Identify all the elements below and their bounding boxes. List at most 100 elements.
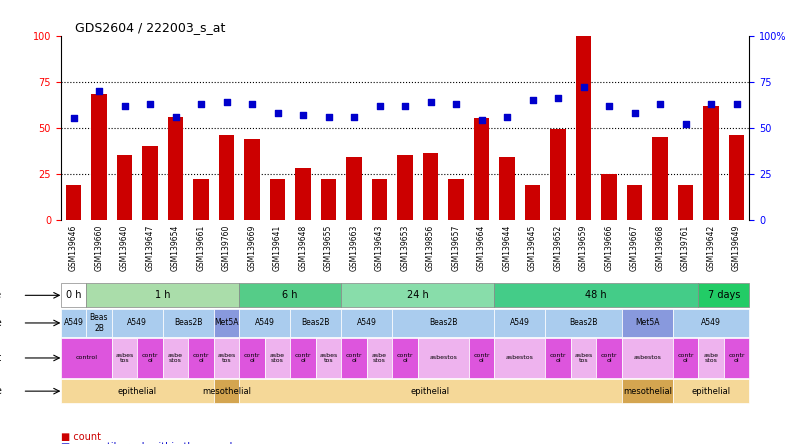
Text: contr
ol: contr ol	[728, 353, 744, 363]
Text: contr
ol: contr ol	[397, 353, 413, 363]
Bar	[270, 179, 285, 220]
Point	[679, 120, 692, 127]
Text: contr
ol: contr ol	[601, 353, 617, 363]
Point	[628, 109, 641, 116]
Bar	[86, 283, 239, 307]
Text: contr
ol: contr ol	[550, 353, 566, 363]
Text: cell line: cell line	[0, 318, 2, 328]
Point	[296, 111, 309, 118]
Text: 1 h: 1 h	[155, 290, 170, 300]
Text: ■ percentile rank within the sample: ■ percentile rank within the sample	[61, 442, 238, 444]
Text: contr
ol: contr ol	[142, 353, 158, 363]
Text: asbes
tos: asbes tos	[574, 353, 593, 363]
Point	[603, 102, 616, 109]
Text: GSM139642: GSM139642	[706, 225, 715, 271]
Bar	[525, 185, 540, 220]
Text: GSM139663: GSM139663	[349, 225, 359, 271]
Bar	[423, 154, 438, 220]
Bar	[321, 179, 336, 220]
Text: Beas2B: Beas2B	[301, 318, 330, 328]
Bar	[596, 338, 622, 378]
Point	[373, 102, 386, 109]
Bar	[163, 338, 188, 378]
Bar	[239, 338, 265, 378]
Text: 6 h: 6 h	[283, 290, 298, 300]
Bar	[117, 155, 132, 220]
Bar	[698, 283, 749, 307]
Point	[322, 113, 335, 120]
Text: asbes
tos: asbes tos	[217, 353, 236, 363]
Bar	[627, 185, 642, 220]
Text: Beas
2B: Beas 2B	[90, 313, 109, 333]
Text: GSM139856: GSM139856	[426, 225, 435, 271]
Bar	[576, 36, 591, 220]
Point	[271, 109, 284, 116]
Point	[245, 100, 258, 107]
Text: mesothelial: mesothelial	[623, 387, 671, 396]
Text: GSM139667: GSM139667	[630, 225, 639, 271]
Text: A549: A549	[255, 318, 275, 328]
Point	[577, 83, 590, 91]
Bar	[290, 309, 341, 337]
Bar	[729, 135, 744, 220]
Text: contr
ol: contr ol	[193, 353, 209, 363]
Bar	[265, 338, 290, 378]
Text: epithelial: epithelial	[117, 387, 157, 396]
Bar	[724, 338, 749, 378]
Text: GSM139646: GSM139646	[69, 225, 78, 271]
Bar	[341, 338, 367, 378]
Bar	[214, 309, 239, 337]
Text: A549: A549	[509, 318, 530, 328]
Bar	[112, 338, 137, 378]
Text: GSM139648: GSM139648	[299, 225, 308, 271]
Text: contr
ol: contr ol	[295, 353, 311, 363]
Bar	[188, 338, 214, 378]
Text: GSM139661: GSM139661	[197, 225, 206, 271]
Point	[118, 102, 131, 109]
Bar	[392, 338, 418, 378]
Text: asbestos: asbestos	[505, 356, 534, 361]
Text: GSM139641: GSM139641	[273, 225, 282, 271]
Point	[705, 100, 718, 107]
Text: GSM139653: GSM139653	[400, 225, 410, 271]
Text: cell type: cell type	[0, 386, 2, 396]
Text: Met5A: Met5A	[635, 318, 659, 328]
Bar	[550, 130, 565, 220]
Bar	[168, 117, 183, 220]
Point	[654, 100, 667, 107]
Bar	[61, 283, 86, 307]
Text: GSM139647: GSM139647	[146, 225, 155, 271]
Point	[67, 115, 80, 122]
Bar	[372, 179, 387, 220]
Text: asbe
stos: asbe stos	[704, 353, 718, 363]
Text: mesothelial: mesothelial	[202, 387, 251, 396]
Bar	[367, 338, 392, 378]
Bar	[112, 309, 163, 337]
Text: ■ count: ■ count	[61, 432, 100, 442]
Bar	[494, 283, 698, 307]
Text: GSM139644: GSM139644	[502, 225, 511, 271]
Text: asbestos: asbestos	[429, 356, 457, 361]
Text: 48 h: 48 h	[586, 290, 607, 300]
Bar	[449, 179, 463, 220]
Text: GSM139657: GSM139657	[451, 225, 461, 271]
Bar	[341, 309, 392, 337]
Bar	[601, 174, 616, 220]
Bar	[499, 157, 514, 220]
Text: time: time	[0, 290, 2, 300]
Text: asbe
stos: asbe stos	[168, 353, 183, 363]
Text: Beas2B: Beas2B	[429, 318, 458, 328]
Text: asbes
tos: asbes tos	[319, 353, 338, 363]
Point	[347, 113, 360, 120]
Point	[169, 113, 182, 120]
Text: Met5A: Met5A	[215, 318, 239, 328]
Point	[194, 100, 207, 107]
Text: asbe
stos: asbe stos	[270, 353, 285, 363]
Bar	[239, 379, 622, 403]
Bar	[163, 309, 214, 337]
Point	[552, 95, 565, 102]
Text: GSM139760: GSM139760	[222, 225, 231, 271]
Text: epithelial: epithelial	[692, 387, 731, 396]
Bar	[545, 309, 622, 337]
Text: 7 days: 7 days	[708, 290, 740, 300]
